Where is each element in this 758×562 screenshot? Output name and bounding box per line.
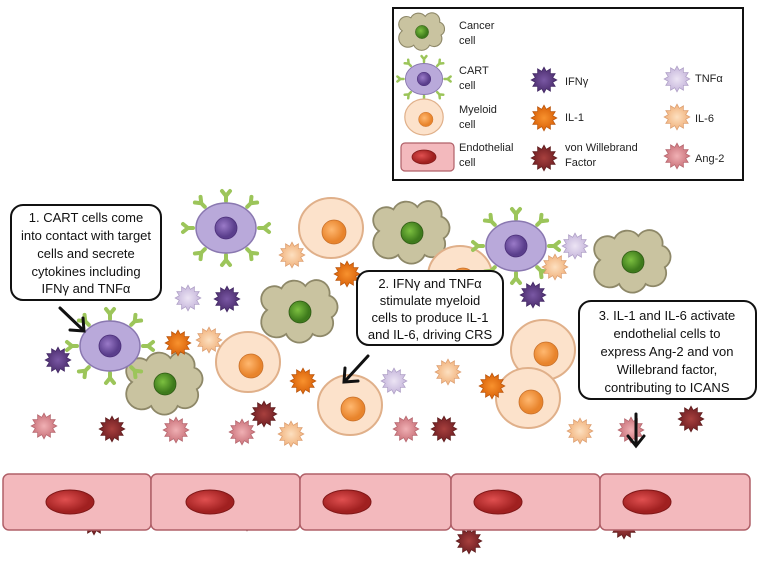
legend-cart-label-1: CART xyxy=(459,65,489,77)
callout-1-line: cytokines including xyxy=(31,264,140,279)
il6-cytokine xyxy=(279,242,305,268)
callout-1-line: into contact with target xyxy=(21,228,151,243)
legend: Cancer cell CART cell Myeloid cell Endot… xyxy=(392,7,744,181)
legend-myeloid-cell-icon xyxy=(404,98,444,136)
callout-3-line: 3. IL-1 and IL-6 activate xyxy=(599,308,736,323)
ang2-cytokine xyxy=(393,416,419,442)
il6-cytokine xyxy=(435,359,461,385)
callout-3-line: express Ang-2 and von xyxy=(601,344,734,359)
endothelial-cell xyxy=(150,473,301,531)
callout-3-line: Willebrand factor, xyxy=(617,362,717,377)
callout-2-line: stimulate myeloid xyxy=(380,293,480,308)
myeloid-cell xyxy=(317,374,383,436)
legend-ang2-label: Ang-2 xyxy=(695,153,724,165)
il6-cytokine xyxy=(542,254,568,280)
cart-cell xyxy=(67,309,153,383)
legend-cancer-label-1: Cancer xyxy=(459,20,495,32)
vwf-cytokine xyxy=(678,406,704,432)
legend-il1-label: IL-1 xyxy=(565,112,584,124)
ifng-cytokine xyxy=(214,286,240,312)
endothelial-cell xyxy=(299,473,452,531)
legend-endothelial-cell-icon xyxy=(400,142,455,172)
cancer-cell xyxy=(260,279,339,344)
vwf-cytokine xyxy=(456,528,482,554)
arrow-icon xyxy=(626,412,646,449)
legend-cancer-cell-icon xyxy=(398,12,445,51)
arrow-icon xyxy=(342,354,370,384)
legend-cart-label-2: cell xyxy=(459,80,476,92)
callout-2-line: 2. IFNγ and TNFα xyxy=(378,276,482,291)
legend-tnfa-label: TNFα xyxy=(695,73,723,85)
callout-1-line: cells and secrete xyxy=(37,246,135,261)
callout-step-1: 1. CART cells come into contact with tar… xyxy=(10,204,162,301)
callout-3-line: endothelial cells to xyxy=(614,326,721,341)
ang2-cytokine xyxy=(163,417,189,443)
tnfa-cytokine xyxy=(381,368,407,394)
vwf-cytokine xyxy=(431,416,457,442)
legend-ifng-label: IFNγ xyxy=(565,76,589,88)
legend-myeloid-label-2: cell xyxy=(459,119,476,131)
ang2-cytokine xyxy=(229,419,255,445)
endothelial-cell xyxy=(599,473,751,531)
il1-cytokine xyxy=(290,368,316,394)
endothelial-cell xyxy=(450,473,601,531)
il6-cytokine xyxy=(567,418,593,444)
legend-cancer-label-2: cell xyxy=(459,35,476,47)
ifng-cytokine xyxy=(520,282,546,308)
endothelial-cell xyxy=(2,473,152,531)
il1-cytokine xyxy=(165,330,191,356)
il6-cytokine xyxy=(278,421,304,447)
cart-cell xyxy=(183,191,269,265)
callout-1-line: 1. CART cells come xyxy=(29,210,143,225)
callout-step-2: 2. IFNγ and TNFα stimulate myeloid cells… xyxy=(356,270,504,346)
callout-step-3: 3. IL-1 and IL-6 activate endothelial ce… xyxy=(578,300,757,400)
tnfa-cytokine xyxy=(175,285,201,311)
endothelial-layer xyxy=(2,473,751,531)
vwf-cytokine xyxy=(99,416,125,442)
tnfa-cytokine xyxy=(562,233,588,259)
callout-2-line: cells to produce IL-1 xyxy=(371,310,488,325)
legend-vwf-label-2: Factor xyxy=(565,157,597,169)
ang2-cytokine xyxy=(31,413,57,439)
cancer-cell xyxy=(125,351,204,416)
legend-il6-label: IL-6 xyxy=(695,113,714,125)
callout-3-line: contributing to ICANS xyxy=(604,380,729,395)
vwf-cytokine xyxy=(251,401,277,427)
callout-2-line: and IL-6, driving CRS xyxy=(368,327,493,342)
legend-endothelial-label-2: cell xyxy=(459,157,476,169)
myeloid-cell xyxy=(495,367,561,429)
myeloid-cell xyxy=(215,331,281,393)
legend-vwf-label-1: von Willebrand xyxy=(565,142,638,154)
legend-endothelial-label-1: Endothelial xyxy=(459,142,513,154)
legend-myeloid-label-1: Myeloid xyxy=(459,104,497,116)
arrow-icon xyxy=(58,306,86,333)
callout-1-line: IFNγ and TNFα xyxy=(42,281,131,296)
cancer-cell xyxy=(593,229,672,294)
legend-cart-cell-icon xyxy=(397,56,450,102)
myeloid-cell xyxy=(298,197,364,259)
